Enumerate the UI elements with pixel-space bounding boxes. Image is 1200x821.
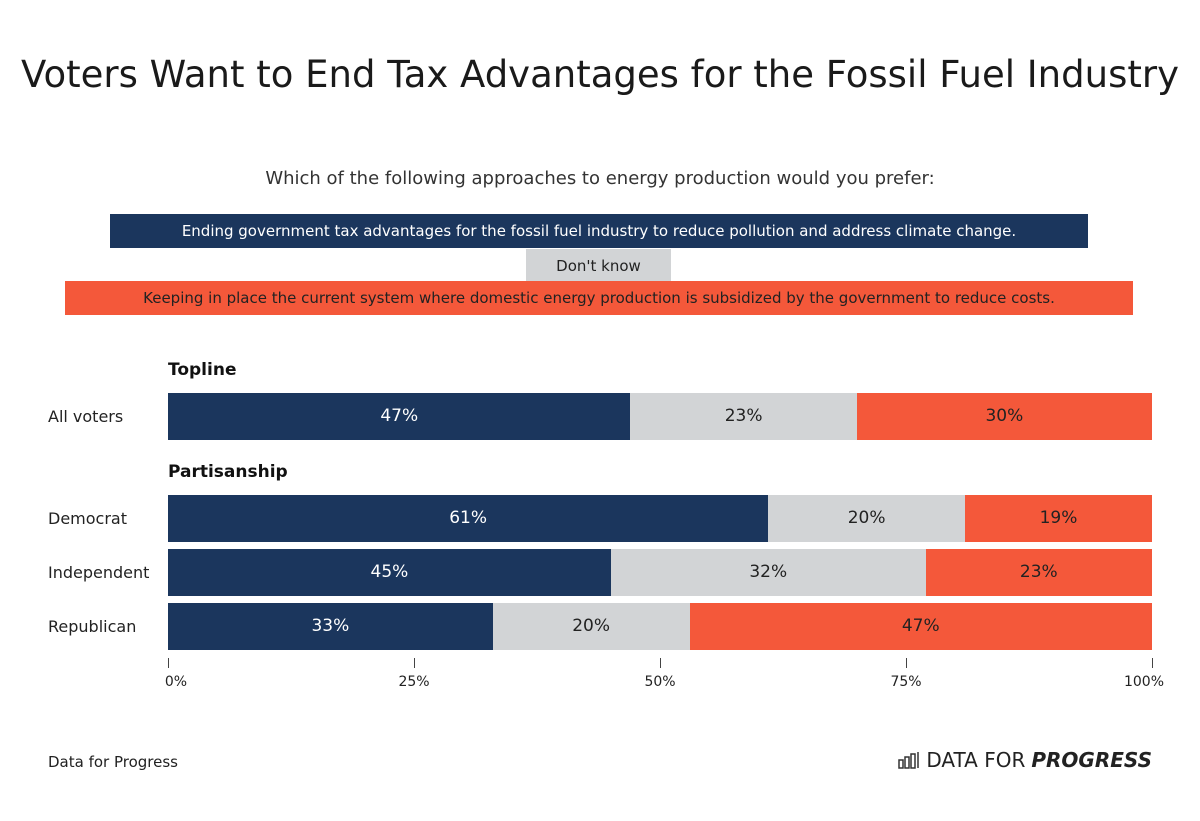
row-label-republican: Republican <box>48 617 137 636</box>
bar-segment: 33% <box>168 603 493 650</box>
x-tick <box>414 658 415 668</box>
logo: DATA FOR PROGRESS <box>898 748 1152 772</box>
x-tick-label: 25% <box>398 674 430 690</box>
bar-segment: 47% <box>168 393 631 440</box>
bar-segment: 47% <box>689 603 1152 650</box>
logo-text-light: DATA FOR <box>926 748 1026 772</box>
group-heading-partisanship: Partisanship <box>168 462 288 482</box>
bar-chart-icon <box>898 752 920 769</box>
x-tick <box>168 658 169 668</box>
x-tick <box>1152 658 1153 668</box>
group-heading-topline: Topline <box>168 360 237 380</box>
row-label-all-voters: All voters <box>48 407 124 426</box>
bar-segment: 20% <box>768 495 966 542</box>
bar-segment: 23% <box>630 393 857 440</box>
x-tick <box>906 658 907 668</box>
x-tick-label: 0% <box>164 674 188 690</box>
x-tick-label: 100% <box>1123 674 1165 690</box>
bar-segment: 30% <box>856 393 1152 440</box>
bar-segment: 23% <box>925 549 1152 596</box>
legend-item-dont-know: Don't know <box>526 249 671 283</box>
bar-segment: 20% <box>492 603 690 650</box>
legend-item-end-tax-advantages: Ending government tax advantages for the… <box>110 214 1088 248</box>
x-tick-label: 75% <box>890 674 922 690</box>
chart-title: Voters Want to End Tax Advantages for th… <box>21 53 1179 96</box>
x-tick <box>660 658 661 668</box>
logo-text-bold: PROGRESS <box>1031 748 1152 772</box>
bar-segment: 19% <box>965 495 1152 542</box>
bar-segment: 32% <box>610 549 926 596</box>
x-tick-label: 50% <box>644 674 676 690</box>
row-label-democrat: Democrat <box>48 509 127 528</box>
source-note: Data for Progress <box>48 753 178 771</box>
bar-segment: 45% <box>168 549 611 596</box>
row-label-independent: Independent <box>48 563 150 582</box>
legend-item-keep-current-system: Keeping in place the current system wher… <box>65 281 1133 315</box>
chart-subtitle: Which of the following approaches to ene… <box>265 168 935 189</box>
bar-segment: 61% <box>168 495 769 542</box>
